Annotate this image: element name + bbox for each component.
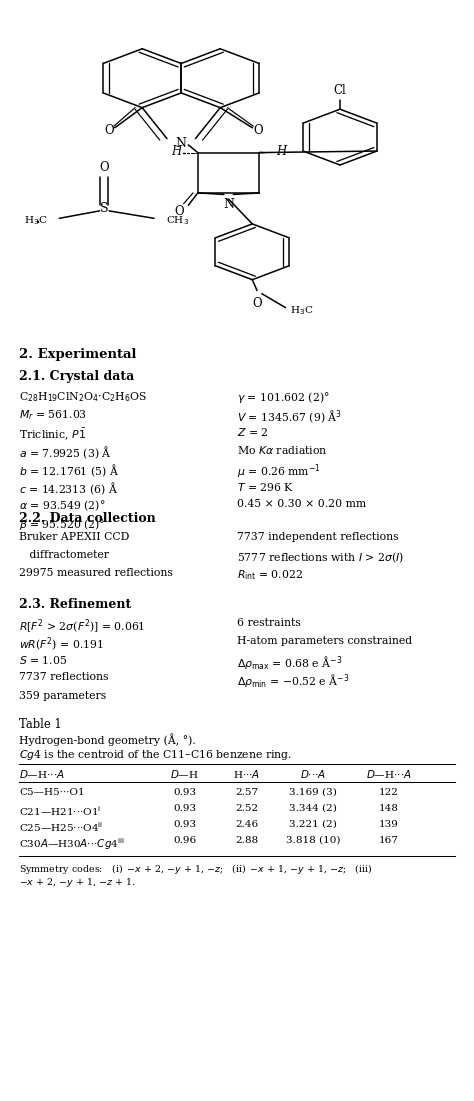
- Text: H: H: [276, 144, 286, 157]
- Text: C30$A$—H30$A$···$Cg$4$^\mathrm{iii}$: C30$A$—H30$A$···$Cg$4$^\mathrm{iii}$: [19, 836, 125, 852]
- Text: 2. Experimental: 2. Experimental: [19, 348, 137, 361]
- Text: 3.818 (10): 3.818 (10): [286, 836, 340, 844]
- Text: $a$ = 7.9925 (3) Å: $a$ = 7.9925 (3) Å: [19, 445, 112, 461]
- Text: diffractometer: diffractometer: [19, 550, 109, 560]
- Text: $\alpha$ = 93.549 (2)°: $\alpha$ = 93.549 (2)°: [19, 499, 105, 513]
- Text: Table 1: Table 1: [19, 718, 62, 731]
- Text: Symmetry codes: (i) $-x$ + 2, $-y$ + 1, $-z$; (ii) $-x$ + 1, $-y$ + 1, $-z$; (ii: Symmetry codes: (i) $-x$ + 2, $-y$ + 1, …: [19, 862, 373, 876]
- Text: $R_\mathrm{int}$ = 0.022: $R_\mathrm{int}$ = 0.022: [237, 568, 303, 582]
- Text: O: O: [100, 162, 109, 174]
- Text: 3.344 (2): 3.344 (2): [289, 804, 337, 813]
- Text: C5—H5···O1: C5—H5···O1: [19, 788, 84, 797]
- Text: H: H: [171, 144, 181, 157]
- Polygon shape: [259, 152, 274, 153]
- Text: 139: 139: [379, 820, 399, 829]
- Text: $\mu$ = 0.26 mm$^{-1}$: $\mu$ = 0.26 mm$^{-1}$: [237, 462, 321, 481]
- Text: $\beta$ = 95.520 (2)°: $\beta$ = 95.520 (2)°: [19, 517, 105, 532]
- Text: 3.221 (2): 3.221 (2): [289, 820, 337, 829]
- Text: C25—H25···O4$^\mathrm{ii}$: C25—H25···O4$^\mathrm{ii}$: [19, 820, 103, 833]
- Text: O: O: [104, 124, 114, 138]
- Text: 2.46: 2.46: [235, 820, 258, 829]
- Text: 7737 reflections: 7737 reflections: [19, 673, 109, 683]
- Text: $D$···$A$: $D$···$A$: [300, 768, 326, 780]
- Text: C$_{28}$H$_{19}$ClN$_2$O$_4$·C$_2$H$_6$OS: C$_{28}$H$_{19}$ClN$_2$O$_4$·C$_2$H$_6$O…: [19, 390, 147, 404]
- Text: $D$—H···$A$: $D$—H···$A$: [366, 768, 411, 780]
- Text: C21—H21···O1$^\mathrm{i}$: C21—H21···O1$^\mathrm{i}$: [19, 804, 101, 818]
- Text: 0.93: 0.93: [173, 788, 196, 797]
- Text: $V$ = 1345.67 (9) Å$^3$: $V$ = 1345.67 (9) Å$^3$: [237, 408, 342, 425]
- Text: $b$ = 12.1761 (5) Å: $b$ = 12.1761 (5) Å: [19, 462, 119, 479]
- Text: 0.93: 0.93: [173, 804, 196, 813]
- Text: Triclinic, $P\bar{1}$: Triclinic, $P\bar{1}$: [19, 426, 86, 443]
- Text: 167: 167: [379, 836, 399, 844]
- Text: $\Delta\rho_\mathrm{max}$ = 0.68 e Å$^{-3}$: $\Delta\rho_\mathrm{max}$ = 0.68 e Å$^{-…: [237, 654, 342, 672]
- Text: 2.88: 2.88: [235, 836, 258, 844]
- Text: O: O: [253, 124, 263, 138]
- Text: H$_3$C: H$_3$C: [24, 215, 47, 227]
- Text: $Cg$4 is the centroid of the C11–C16 benzene ring.: $Cg$4 is the centroid of the C11–C16 ben…: [19, 748, 292, 762]
- Text: $wR$($F^2$) = 0.191: $wR$($F^2$) = 0.191: [19, 636, 104, 654]
- Text: $\gamma$ = 101.602 (2)°: $\gamma$ = 101.602 (2)°: [237, 390, 330, 405]
- Text: CH$_3$: CH$_3$: [166, 215, 189, 227]
- Text: $D$—H: $D$—H: [171, 768, 199, 780]
- Text: 2.57: 2.57: [235, 788, 258, 797]
- Text: 2.52: 2.52: [235, 804, 258, 813]
- Text: 359 parameters: 359 parameters: [19, 690, 106, 700]
- Text: $T$ = 296 K: $T$ = 296 K: [237, 481, 294, 493]
- Text: 5777 reflections with $I$ > 2$\sigma$($I$): 5777 reflections with $I$ > 2$\sigma$($I…: [237, 550, 404, 565]
- Text: $R$[$F^2$ > 2$\sigma$($F^2$)] = 0.061: $R$[$F^2$ > 2$\sigma$($F^2$)] = 0.061: [19, 618, 146, 636]
- Text: $-x$ + 2, $-y$ + 1, $-z$ + 1.: $-x$ + 2, $-y$ + 1, $-z$ + 1.: [19, 876, 136, 889]
- Text: 2.1. Crystal data: 2.1. Crystal data: [19, 370, 134, 383]
- Text: 0.96: 0.96: [173, 836, 196, 844]
- Text: 2.2. Data collection: 2.2. Data collection: [19, 512, 156, 525]
- Text: N: N: [176, 137, 187, 150]
- Text: Cl: Cl: [334, 84, 346, 97]
- Text: $D$—H···$A$: $D$—H···$A$: [19, 768, 64, 780]
- Text: H$_3$C: H$_3$C: [290, 304, 314, 317]
- Text: 148: 148: [379, 804, 399, 813]
- Text: 29975 measured reflections: 29975 measured reflections: [19, 568, 173, 578]
- Text: 0.45 × 0.30 × 0.20 mm: 0.45 × 0.30 × 0.20 mm: [237, 499, 366, 509]
- Text: $c$ = 14.2313 (6) Å: $c$ = 14.2313 (6) Å: [19, 481, 118, 498]
- Text: H···$A$: H···$A$: [233, 768, 260, 780]
- Text: Mo $K\alpha$ radiation: Mo $K\alpha$ radiation: [237, 445, 328, 457]
- Text: 122: 122: [379, 788, 399, 797]
- Text: S: S: [100, 201, 109, 215]
- Text: 6 restraints: 6 restraints: [237, 618, 301, 628]
- Text: H-atom parameters constrained: H-atom parameters constrained: [237, 636, 412, 646]
- Text: Hydrogen-bond geometry (Å, °).: Hydrogen-bond geometry (Å, °).: [19, 733, 196, 745]
- Text: O: O: [252, 297, 262, 309]
- Text: N: N: [223, 197, 234, 210]
- Text: 0.93: 0.93: [173, 820, 196, 829]
- Text: $\Delta\rho_\mathrm{min}$ = −0.52 e Å$^{-3}$: $\Delta\rho_\mathrm{min}$ = −0.52 e Å$^{…: [237, 673, 349, 690]
- Text: 3.169 (3): 3.169 (3): [289, 788, 337, 797]
- Text: ·: ·: [35, 215, 41, 233]
- Text: $Z$ = 2: $Z$ = 2: [237, 426, 269, 438]
- Text: Bruker APEXII CCD: Bruker APEXII CCD: [19, 532, 129, 542]
- Text: O: O: [174, 205, 183, 218]
- Text: $S$ = 1.05: $S$ = 1.05: [19, 654, 67, 666]
- Text: 2.3. Refinement: 2.3. Refinement: [19, 598, 131, 611]
- Text: $M_r$ = 561.03: $M_r$ = 561.03: [19, 408, 87, 422]
- Text: 7737 independent reflections: 7737 independent reflections: [237, 532, 399, 542]
